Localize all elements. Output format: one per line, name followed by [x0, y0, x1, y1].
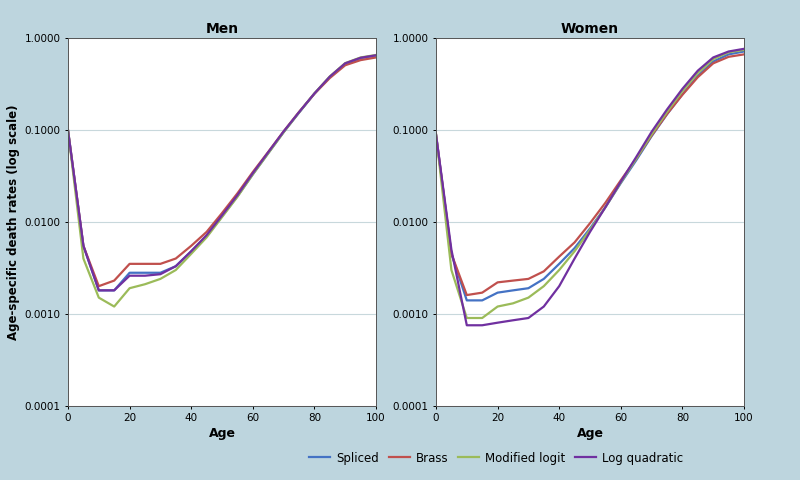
Legend: Spliced, Brass, Modified logit, Log quadratic: Spliced, Brass, Modified logit, Log quad… — [305, 447, 687, 469]
Title: Men: Men — [206, 22, 238, 36]
Title: Women: Women — [561, 22, 619, 36]
X-axis label: Age: Age — [577, 427, 603, 441]
X-axis label: Age: Age — [209, 427, 235, 441]
Y-axis label: Age-specific death rates (log scale): Age-specific death rates (log scale) — [7, 104, 20, 340]
